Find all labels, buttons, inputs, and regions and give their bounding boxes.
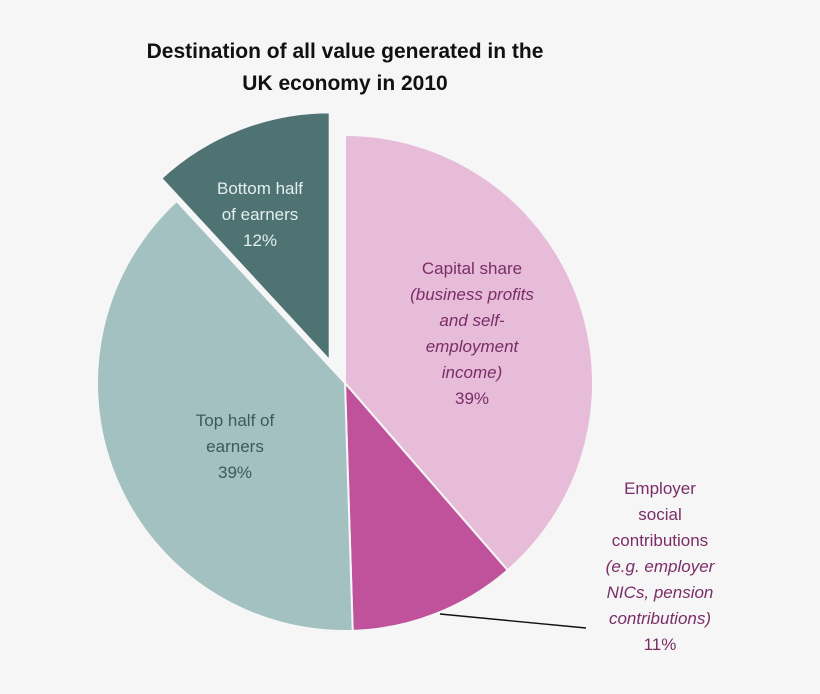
chart-title: Destination of all value generated in th… [60, 36, 630, 100]
title-line-2: UK economy in 2010 [242, 72, 448, 95]
label-employer-contributions: Employer social contributions (e.g. empl… [605, 479, 715, 654]
label-top-half: Top half of earners 39% [195, 411, 275, 482]
pie-slice-employer-social-contributions [343, 380, 510, 632]
label-capital-share: Capital share (business profits and self… [410, 259, 534, 408]
label-bottom-half: Bottom half of earners 12% [217, 179, 303, 250]
pie-slice-bottom-half-of-earners [159, 111, 331, 363]
leader-line [439, 613, 587, 629]
pie-slice-capital-share [344, 133, 594, 572]
pie-slice-top-half-of-earners [96, 199, 354, 632]
title-line-1: Destination of all value generated in th… [146, 40, 544, 63]
